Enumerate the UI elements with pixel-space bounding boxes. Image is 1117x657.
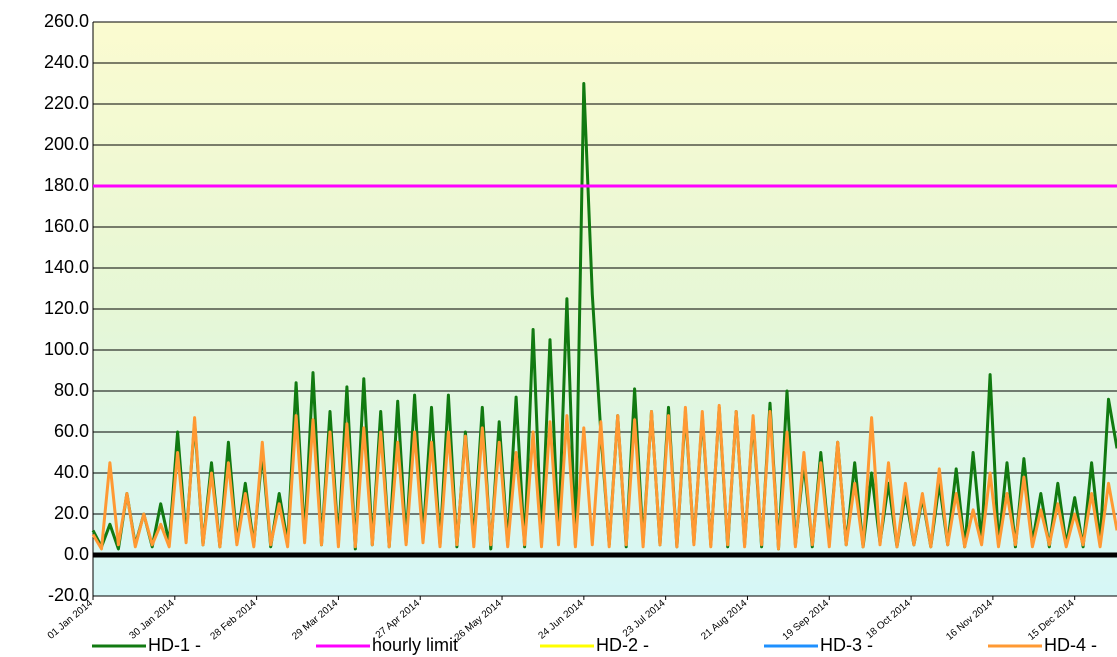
x-tick-label: 16 Nov 2014 bbox=[944, 598, 995, 643]
y-tick-label: -20.0 bbox=[48, 585, 89, 605]
x-tick-label: 23 Jul 2014 bbox=[621, 598, 668, 640]
y-tick-label: 220.0 bbox=[44, 93, 89, 113]
y-tick-label: 100.0 bbox=[44, 339, 89, 359]
legend-label: HD-3 - bbox=[820, 635, 873, 655]
y-tick-label: 40.0 bbox=[54, 462, 89, 482]
x-tick-label: 29 Mar 2014 bbox=[290, 598, 340, 643]
y-tick-label: 240.0 bbox=[44, 52, 89, 72]
x-tick-label: 21 Aug 2014 bbox=[699, 598, 749, 643]
y-tick-label: 260.0 bbox=[44, 11, 89, 31]
y-tick-label: 0.0 bbox=[64, 544, 89, 564]
x-tick-label: 24 Jun 2014 bbox=[537, 598, 587, 642]
y-tick-label: 200.0 bbox=[44, 134, 89, 154]
y-tick-label: 140.0 bbox=[44, 257, 89, 277]
legend-label: HD-1 - bbox=[148, 635, 201, 655]
y-tick-label: 180.0 bbox=[44, 175, 89, 195]
y-tick-label: 160.0 bbox=[44, 216, 89, 236]
legend-label: HD-4 - bbox=[1044, 635, 1097, 655]
y-tick-label: 120.0 bbox=[44, 298, 89, 318]
x-tick-label: 28 Feb 2014 bbox=[208, 598, 258, 643]
series-line bbox=[91, 403, 1117, 551]
y-tick-label: 80.0 bbox=[54, 380, 89, 400]
y-tick-label: 60.0 bbox=[54, 421, 89, 441]
legend-label: hourly limit bbox=[372, 635, 458, 655]
y-tick-label: 20.0 bbox=[54, 503, 89, 523]
legend-label: HD-2 - bbox=[596, 635, 649, 655]
x-tick-label: 26 May 2014 bbox=[453, 598, 505, 644]
